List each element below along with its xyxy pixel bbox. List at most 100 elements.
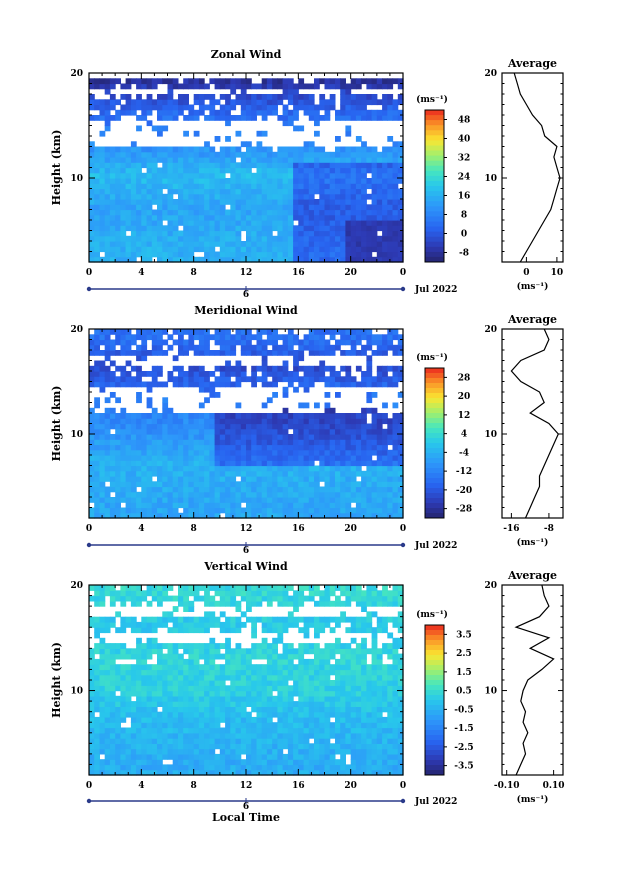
- chart-1-cell: [198, 418, 205, 425]
- chart-0-cell: [188, 225, 195, 232]
- chart-2-cell: [293, 600, 299, 607]
- chart-0-cell: [261, 109, 268, 116]
- chart-1-cell: [308, 428, 315, 435]
- chart-0-cell: [329, 193, 336, 200]
- chart-0-cell: [214, 230, 221, 237]
- chart-2-cell: [209, 769, 216, 776]
- chart-1-cell: [287, 418, 294, 425]
- chart-1-cell: [329, 365, 336, 372]
- chart-2-cell: [172, 732, 179, 739]
- chart-1-cell: [397, 476, 404, 482]
- chart-1-cell: [136, 355, 142, 362]
- chart-0-cell: [277, 115, 284, 121]
- chart-1-cell: [162, 512, 169, 519]
- chart-1-cell: [266, 397, 273, 404]
- chart-1-cell: [162, 476, 169, 482]
- chart-2-cell: [272, 664, 278, 671]
- chart-0-cell: [314, 246, 320, 253]
- chart-2-cell: [109, 648, 116, 655]
- chart-2-cell: [230, 722, 237, 729]
- chart-2-cell: [219, 738, 226, 744]
- chart-2-cell: [178, 727, 184, 734]
- chart-1-colorbar-label: 4: [461, 430, 467, 440]
- chart-2-cell: [204, 616, 210, 623]
- chart-0-cell: [355, 157, 362, 163]
- chart-0-cell: [298, 204, 305, 211]
- chart-0-cell: [219, 251, 226, 258]
- chart-0-cell: [293, 99, 299, 106]
- chart-0-cell: [272, 193, 278, 200]
- chart-1-cell: [188, 497, 195, 503]
- chart-0-cell: [266, 172, 273, 179]
- chart-1-cell: [172, 449, 179, 456]
- chart-0-cell: [324, 115, 331, 121]
- chart-0-cell: [219, 220, 226, 226]
- chart-1-cell: [287, 329, 294, 335]
- chart-1-cell: [157, 418, 163, 425]
- chart-0-cell: [219, 235, 226, 242]
- chart-2-cell: [109, 616, 116, 623]
- chart-1-cell: [225, 486, 231, 493]
- chart-1-cell: [130, 423, 137, 430]
- chart-0-cell: [240, 94, 247, 100]
- chart-1-cell: [303, 439, 310, 446]
- chart-0-cell: [371, 178, 378, 184]
- chart-1-cell: [308, 339, 315, 346]
- chart-2-cell: [89, 690, 95, 697]
- chart-0-cell: [298, 256, 305, 263]
- chart-1-cell: [350, 512, 357, 519]
- chart-1-cell: [235, 491, 242, 498]
- chart-1-cell: [314, 481, 320, 488]
- chart-2-cell: [89, 753, 95, 760]
- chart-0-cell: [293, 178, 299, 184]
- chart-1-cell: [99, 428, 106, 435]
- chart-1-cell: [167, 413, 174, 419]
- chart-2-cell: [125, 748, 132, 755]
- chart-2-cell: [146, 680, 153, 686]
- chart-0-cell: [219, 162, 226, 169]
- chart-2-cell: [94, 706, 100, 713]
- chart-0-cell: [157, 251, 163, 258]
- chart-1-cell: [99, 339, 106, 346]
- chart-1-cell: [151, 344, 158, 351]
- chart-0-cell: [209, 241, 216, 247]
- chart-1-cell: [141, 470, 148, 477]
- chart-1-cell: [230, 465, 237, 472]
- chart-2-cell: [183, 658, 189, 665]
- chart-0-cell: [99, 146, 106, 153]
- chart-1-cell: [183, 481, 189, 488]
- chart-0-cell: [225, 183, 231, 190]
- chart-0-cell: [136, 235, 142, 242]
- chart-0-cell: [225, 235, 231, 242]
- chart-1-cell: [314, 497, 320, 503]
- chart-1-cell: [209, 481, 216, 488]
- chart-0-cell: [319, 172, 326, 179]
- chart-2-cell: [178, 658, 184, 665]
- chart-1-cell: [141, 428, 148, 435]
- chart-2-cell: [136, 621, 142, 628]
- chart-1-cell: [397, 334, 404, 341]
- chart-2-cell: [298, 769, 305, 776]
- chart-1-cell: [136, 470, 142, 477]
- chart-0-cell: [246, 172, 252, 179]
- chart-0-cell: [193, 109, 200, 116]
- chart-0-cell: [99, 157, 106, 163]
- chart-1-cell: [387, 491, 394, 498]
- chart-0-cell: [314, 251, 320, 258]
- chart-2-cell: [125, 764, 132, 771]
- chart-2-cell: [99, 664, 106, 671]
- chart-0-cell: [125, 220, 132, 226]
- chart-0-cell: [266, 78, 273, 85]
- chart-1-profile-xtick-label: -16: [503, 524, 519, 534]
- chart-1-colorbar-label: -28: [456, 505, 472, 515]
- chart-1-cell: [335, 434, 341, 440]
- chart-2-cell: [219, 748, 226, 755]
- chart-2-cell: [261, 769, 268, 776]
- chart-0-cell: [120, 178, 127, 184]
- chart-0-cell: [261, 209, 268, 216]
- chart-2-cell: [151, 722, 158, 729]
- chart-0-cell: [366, 256, 373, 263]
- chart-1-cell: [261, 413, 268, 419]
- chart-1-cell: [167, 407, 174, 414]
- chart-2-cell: [287, 722, 294, 729]
